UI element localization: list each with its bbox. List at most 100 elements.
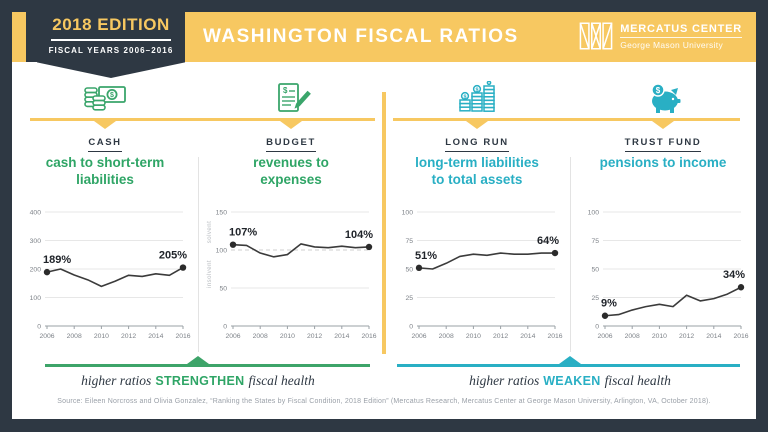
svg-text:0: 0 <box>409 323 413 330</box>
svg-text:64%: 64% <box>537 235 559 247</box>
svg-text:$: $ <box>110 92 114 99</box>
note-suffix: fiscal health <box>248 373 315 388</box>
svg-text:2008: 2008 <box>67 333 82 340</box>
weaken-note: higher ratios WEAKEN fiscal health <box>384 373 756 389</box>
panel-cash: $ CASH cash t <box>12 62 198 362</box>
svg-text:2010: 2010 <box>94 333 109 340</box>
note-prefix: higher ratios <box>469 373 540 388</box>
svg-text:107%: 107% <box>229 227 257 239</box>
svg-text:2016: 2016 <box>547 333 562 340</box>
note-verb: STRENGTHEN <box>155 374 245 388</box>
piggy-bank-icon: $ <box>570 80 756 116</box>
svg-text:2014: 2014 <box>148 333 163 340</box>
svg-text:100: 100 <box>30 295 42 302</box>
logo-text: MERCATUS CENTER George Mason University <box>620 23 742 50</box>
chart-long-run: 0 25 50 75 100 2006 2008 2010 2012 2014 2016 51% 64% <box>402 209 563 340</box>
svg-text:25: 25 <box>405 295 413 302</box>
svg-text:$: $ <box>283 86 288 95</box>
svg-text:solvent: solvent <box>207 221 213 244</box>
svg-text:2010: 2010 <box>652 333 667 340</box>
svg-text:51%: 51% <box>415 250 437 262</box>
svg-text:2006: 2006 <box>39 333 54 340</box>
source-citation: Source: Eileen Norcross and Olivia Gonza… <box>57 398 711 405</box>
svg-text:2012: 2012 <box>493 333 508 340</box>
svg-text:$: $ <box>463 94 466 100</box>
chart-cash: 0 100 200 300 400 2006 2008 2010 2012 2014 2016 189… <box>30 209 191 340</box>
svg-text:205%: 205% <box>159 250 187 262</box>
note-suffix: fiscal health <box>604 373 671 388</box>
svg-text:2008: 2008 <box>253 333 268 340</box>
panel-title: cash to short-term liabilities <box>45 155 165 187</box>
chevron-down-icon <box>652 121 674 129</box>
svg-text:25: 25 <box>591 295 599 302</box>
panel-divider <box>570 157 571 352</box>
panel-long-run: $ $ LONG RUN long-term liabilities to to… <box>384 62 570 362</box>
panel-kicker: LONG RUN <box>445 137 509 152</box>
svg-text:100: 100 <box>402 209 414 216</box>
note-verb: WEAKEN <box>543 374 601 388</box>
svg-text:189%: 189% <box>43 254 71 266</box>
svg-text:$: $ <box>656 86 661 95</box>
svg-text:50: 50 <box>405 266 413 273</box>
svg-text:75: 75 <box>405 238 413 245</box>
svg-text:2006: 2006 <box>411 333 426 340</box>
svg-text:400: 400 <box>30 209 42 216</box>
kicker-row: LONG RUN <box>384 132 570 152</box>
svg-text:2006: 2006 <box>225 333 240 340</box>
svg-text:2014: 2014 <box>706 333 721 340</box>
panel-title: revenues to expenses <box>253 155 329 187</box>
coins-icon: $ <box>12 80 198 116</box>
panel-title: long-term liabilities to total assets <box>415 155 539 187</box>
banner-left-tab <box>12 12 26 62</box>
kicker-row: CASH <box>12 132 198 152</box>
panel-kicker: TRUST FUND <box>624 137 702 152</box>
svg-text:2016: 2016 <box>733 333 748 340</box>
svg-text:2010: 2010 <box>280 333 295 340</box>
chart-trust-fund: 0 25 50 75 100 2006 2008 2010 2012 2014 2016 9% 34% <box>588 209 749 340</box>
icon-rule-left <box>30 118 375 121</box>
panels-row: $ CASH cash t <box>12 62 756 362</box>
svg-text:150: 150 <box>216 209 228 216</box>
svg-text:insolvent: insolvent <box>207 260 213 288</box>
mercatus-logo: MERCATUS CENTER George Mason University <box>579 21 742 51</box>
chevron-up-icon <box>559 356 581 364</box>
mercatus-logo-icon <box>579 22 613 50</box>
svg-text:2010: 2010 <box>466 333 481 340</box>
chevron-up-icon <box>187 356 209 364</box>
page-title: WASHINGTON FISCAL RATIOS <box>203 26 519 47</box>
svg-text:75: 75 <box>591 238 599 245</box>
budget-document-icon: $ <box>198 80 384 116</box>
panel-trust-fund: $ TRUST FUND pensions to income 0 25 50 75 1… <box>570 62 756 362</box>
panel-divider <box>198 157 199 352</box>
chevron-down-icon <box>280 121 302 129</box>
coin-bars-icon: $ $ <box>384 80 570 116</box>
strengthen-rule <box>45 364 370 367</box>
title-banner: WASHINGTON FISCAL RATIOS MERCATUS CENTER… <box>185 12 756 62</box>
panel-kicker: CASH <box>88 137 122 152</box>
svg-text:200: 200 <box>30 266 42 273</box>
kicker-row: BUDGET <box>198 132 384 152</box>
svg-text:2016: 2016 <box>175 333 190 340</box>
chevron-down-icon <box>94 121 116 129</box>
svg-text:300: 300 <box>30 238 42 245</box>
logo-name: MERCATUS CENTER <box>620 22 742 35</box>
svg-text:2008: 2008 <box>625 333 640 340</box>
svg-text:9%: 9% <box>601 298 617 310</box>
svg-text:0: 0 <box>37 323 41 330</box>
svg-text:50: 50 <box>219 285 227 292</box>
edition-badge: 2018 EDITION FISCAL YEARS 2006–2016 <box>37 0 185 78</box>
edition-badge-rule <box>51 39 171 41</box>
center-divider <box>382 92 386 354</box>
svg-text:2012: 2012 <box>121 333 136 340</box>
svg-text:2006: 2006 <box>597 333 612 340</box>
svg-text:0: 0 <box>223 323 227 330</box>
svg-text:2016: 2016 <box>361 333 376 340</box>
weaken-rule <box>397 364 740 367</box>
svg-text:$: $ <box>475 87 478 93</box>
panel-budget: $ BUDGET <box>198 62 384 362</box>
svg-text:100: 100 <box>588 209 600 216</box>
panel-kicker: BUDGET <box>266 137 316 152</box>
svg-text:0: 0 <box>595 323 599 330</box>
